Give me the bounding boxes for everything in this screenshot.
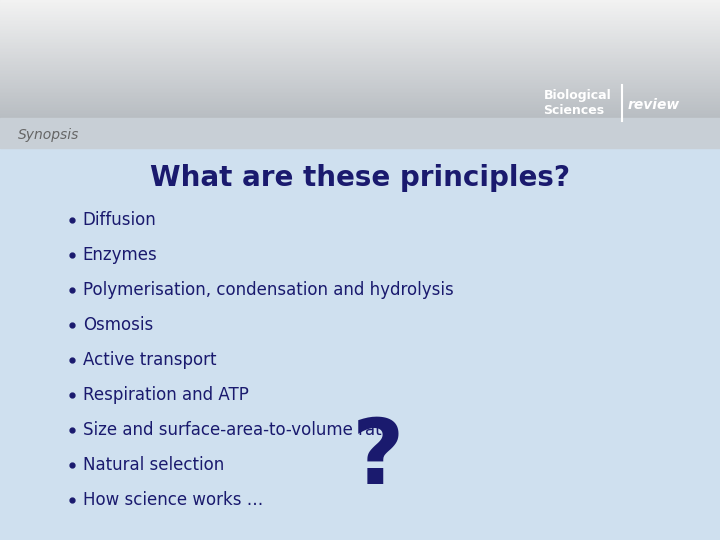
Polygon shape [0,15,720,16]
Polygon shape [0,40,720,41]
Polygon shape [0,113,720,115]
Polygon shape [0,36,720,37]
Polygon shape [0,16,720,18]
Polygon shape [0,55,720,56]
Polygon shape [0,44,720,46]
Polygon shape [0,22,720,24]
Polygon shape [0,52,720,53]
Polygon shape [0,12,720,14]
Polygon shape [0,118,720,148]
Polygon shape [0,31,720,32]
Polygon shape [0,115,720,117]
Polygon shape [0,97,720,99]
Text: Diffusion: Diffusion [83,211,156,229]
Polygon shape [0,9,720,10]
Text: Polymerisation, condensation and hydrolysis: Polymerisation, condensation and hydroly… [83,281,454,299]
Polygon shape [0,60,720,62]
Polygon shape [0,69,720,71]
Polygon shape [0,8,720,9]
Polygon shape [0,96,720,97]
Polygon shape [0,43,720,44]
Polygon shape [0,38,720,40]
Text: Natural selection: Natural selection [83,456,224,474]
Polygon shape [0,58,720,59]
Polygon shape [0,89,720,90]
Polygon shape [0,53,720,55]
Polygon shape [0,91,720,93]
Polygon shape [0,62,720,63]
Polygon shape [0,28,720,30]
Polygon shape [0,49,720,50]
Polygon shape [0,77,720,78]
Text: ?: ? [352,415,404,503]
Polygon shape [0,26,720,28]
Polygon shape [0,94,720,96]
Polygon shape [0,93,720,94]
Polygon shape [0,111,720,112]
Polygon shape [0,10,720,12]
Polygon shape [0,56,720,58]
Polygon shape [0,83,720,84]
Polygon shape [0,100,720,102]
Polygon shape [0,105,720,106]
Polygon shape [0,18,720,19]
Polygon shape [0,6,720,8]
Polygon shape [0,99,720,100]
Polygon shape [0,81,720,83]
Polygon shape [0,50,720,52]
Polygon shape [0,78,720,79]
Polygon shape [0,109,720,111]
Polygon shape [0,85,720,87]
Text: Biological
Sciences: Biological Sciences [544,89,611,117]
Polygon shape [0,32,720,34]
Text: Active transport: Active transport [83,351,216,369]
Polygon shape [0,102,720,103]
Polygon shape [0,65,720,66]
Polygon shape [0,46,720,47]
Text: Osmosis: Osmosis [83,316,153,334]
Polygon shape [0,87,720,89]
Polygon shape [0,84,720,85]
Polygon shape [0,71,720,72]
Polygon shape [0,30,720,31]
Polygon shape [0,3,720,4]
Polygon shape [0,90,720,91]
Polygon shape [0,107,720,109]
Polygon shape [0,37,720,38]
Polygon shape [0,4,720,6]
Text: Enzymes: Enzymes [83,246,158,264]
Polygon shape [0,41,720,43]
Polygon shape [0,103,720,105]
Polygon shape [0,24,720,25]
Polygon shape [0,112,720,113]
Text: review: review [628,98,680,112]
Text: Size and surface-area-to-volume ratio: Size and surface-area-to-volume ratio [83,421,396,439]
Polygon shape [0,79,720,81]
Polygon shape [0,117,720,118]
Text: What are these principles?: What are these principles? [150,164,570,192]
Polygon shape [0,106,720,107]
Polygon shape [0,72,720,74]
Polygon shape [0,68,720,69]
Text: Respiration and ATP: Respiration and ATP [83,386,248,404]
Polygon shape [0,21,720,22]
Polygon shape [0,34,720,36]
Polygon shape [0,63,720,65]
Polygon shape [0,14,720,15]
Polygon shape [0,0,720,2]
Polygon shape [0,66,720,68]
Polygon shape [0,47,720,49]
Text: How science works …: How science works … [83,491,263,509]
Text: Synopsis: Synopsis [18,127,79,141]
Polygon shape [0,19,720,21]
Polygon shape [0,59,720,60]
Polygon shape [0,75,720,77]
Polygon shape [0,25,720,26]
Polygon shape [0,2,720,3]
Polygon shape [0,74,720,75]
